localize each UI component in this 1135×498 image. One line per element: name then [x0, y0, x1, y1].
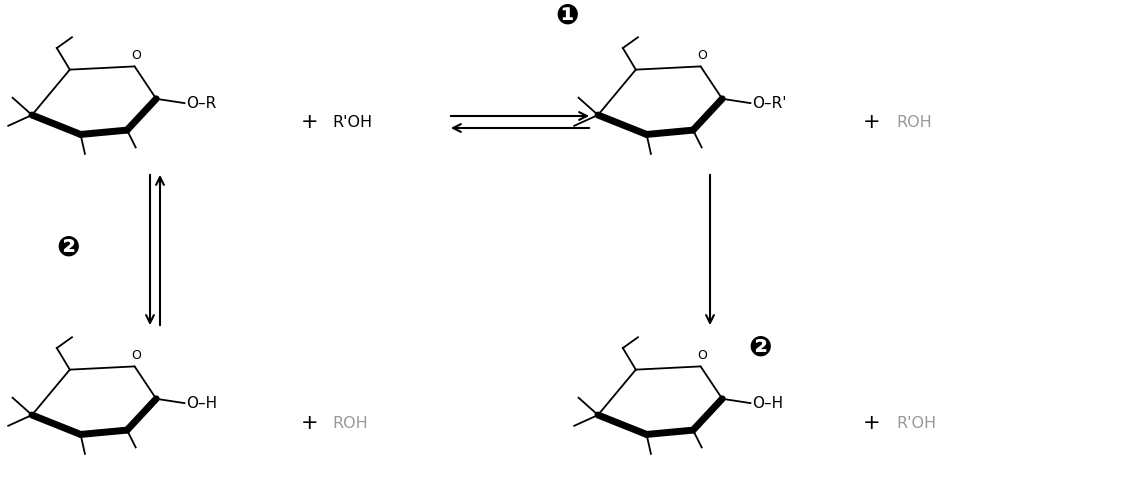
Text: O: O [132, 350, 142, 363]
Text: O: O [132, 49, 142, 62]
Text: +: + [301, 413, 319, 433]
Text: O–R': O–R' [753, 96, 787, 111]
Text: R'OH: R'OH [896, 415, 936, 430]
Text: O–R: O–R [186, 96, 217, 111]
Text: ❶: ❶ [555, 2, 579, 30]
Text: +: + [301, 112, 319, 132]
Text: O: O [698, 350, 707, 363]
Text: +: + [864, 413, 881, 433]
Text: O: O [698, 49, 707, 62]
Text: ROH: ROH [896, 115, 932, 129]
Text: ❷: ❷ [57, 234, 79, 262]
Text: O–H: O–H [753, 395, 783, 411]
Text: R'OH: R'OH [333, 115, 372, 129]
Text: +: + [864, 112, 881, 132]
Text: ROH: ROH [333, 415, 368, 430]
Text: ❷: ❷ [748, 334, 772, 362]
Text: O–H: O–H [186, 395, 218, 411]
